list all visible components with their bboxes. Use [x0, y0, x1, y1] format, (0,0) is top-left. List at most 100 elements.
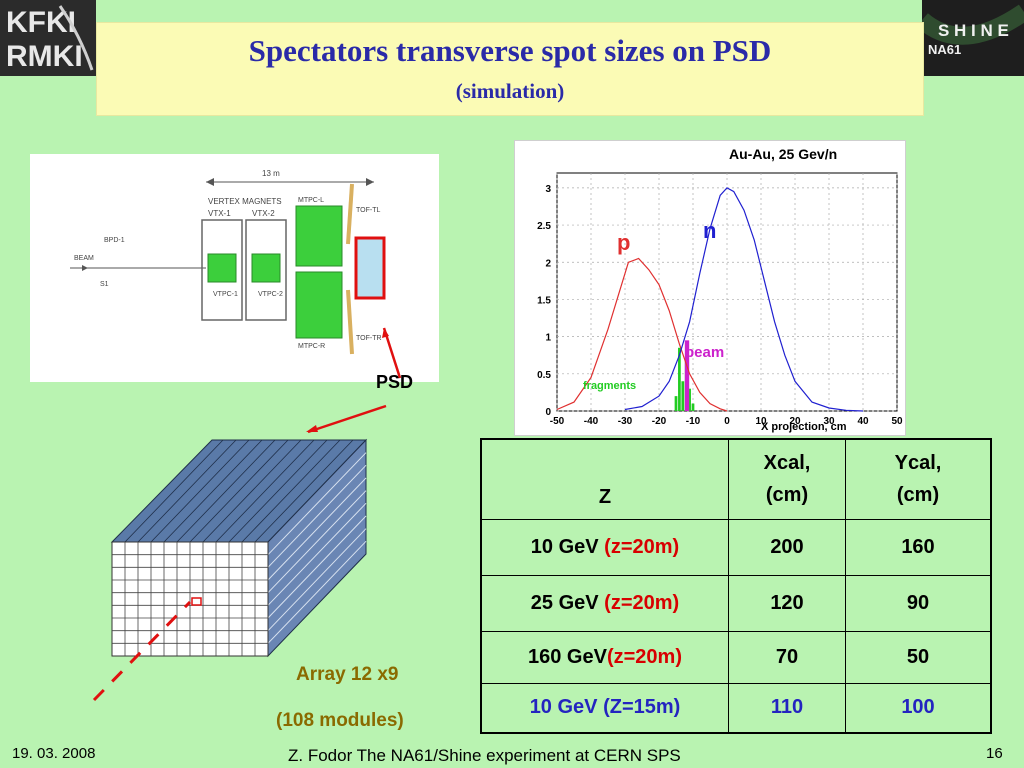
- footer-date: 19. 03. 2008: [12, 745, 96, 762]
- header-z: Z: [480, 438, 729, 520]
- table-header-row: Z Xcal, (cm) Ycal, (cm): [480, 438, 992, 520]
- footer-page-number: 16: [986, 745, 1003, 762]
- beam-spot-module: [191, 597, 202, 606]
- tof-tl-label: TOF-TL: [356, 207, 380, 214]
- row-energy: 10 GeV: [530, 535, 605, 558]
- plot-canvas: -50 -40 -30 -20 -10 0 10 20 30 40 5000.511.522.53 …: [537, 146, 903, 433]
- na61-detector-diagram: 13 m VERTEX MAGNETS VTX-1 VTX-2 MTPC-L M…: [30, 154, 439, 382]
- header-ycal-line1: Ycal,: [894, 452, 942, 475]
- psd-box: [354, 236, 386, 300]
- header-xcal: Xcal, (cm): [728, 438, 846, 520]
- slide-subtitle: (simulation): [455, 79, 565, 103]
- header-xcal-line1: Xcal,: [763, 452, 811, 475]
- spot-size-table: Z Xcal, (cm) Ycal, (cm) 10 GeV (z=20m) 2…: [480, 438, 992, 734]
- vtpc1-label: VTPC-1: [213, 291, 238, 298]
- beam-bar: [684, 340, 690, 411]
- fragments-bar: [678, 347, 681, 411]
- bpd1-label: BPD-1: [104, 237, 125, 244]
- y-tick-label: 1.5: [537, 295, 551, 306]
- row-z: (z=20m): [606, 645, 682, 668]
- row-energy: 25 GeV: [530, 591, 605, 614]
- row-z: (z=20m): [604, 535, 680, 558]
- beam-annotation: beam: [685, 344, 724, 361]
- logo-right-top-text: S H I N E: [938, 21, 1009, 40]
- row-energy: 160 GeV: [528, 645, 607, 668]
- mtpc-l-label: MTPC-L: [298, 197, 324, 204]
- x-tick-label: -30: [618, 416, 633, 427]
- y-tick-label: 2: [545, 258, 551, 269]
- p-annotation: p: [617, 230, 630, 255]
- shine-na61-logo: S H I N E NA61: [916, 0, 1024, 76]
- row-ycal: 100: [845, 682, 992, 734]
- fragments-bar: [688, 388, 691, 411]
- y-tick-label: 3: [545, 184, 551, 195]
- row-z: (z=20m): [604, 591, 680, 614]
- x-tick-label: -50: [550, 416, 565, 427]
- table-row: 160 GeV(z=20m) 70 50: [480, 630, 992, 684]
- x-tick-label: 0: [724, 416, 730, 427]
- y-tick-label: 2.5: [537, 221, 551, 232]
- header-xcal-line2: (cm): [765, 484, 809, 507]
- module-count-label: (108 modules): [276, 710, 404, 731]
- x-tick-label: 50: [891, 416, 903, 427]
- table-row: 25 GeV (z=20m) 120 90: [480, 574, 992, 632]
- psd-label: PSD: [376, 372, 414, 392]
- vtx1-label: VTX-1: [208, 209, 231, 218]
- y-tick-label: 1: [545, 333, 551, 344]
- length-label: 13 m: [262, 169, 280, 178]
- x-tick-label: 40: [857, 416, 869, 427]
- logo-left-top-text: KFKI: [6, 6, 76, 39]
- y-tick-label: 0: [545, 407, 551, 418]
- beam-label: BEAM: [74, 255, 94, 262]
- tof-tr-label: TOF-TR: [356, 335, 382, 342]
- y-tick-label: 0.5: [537, 370, 551, 381]
- table-row: 10 GeV (z=20m) 200 160: [480, 518, 992, 576]
- table-row: 10 GeV (Z=15m) 110 100: [480, 682, 992, 734]
- array-size-label: Array 12 x9: [296, 664, 399, 685]
- row-xcal: 110: [728, 682, 846, 734]
- slide-title: Spectators transverse spot sizes on PSD: [248, 33, 772, 68]
- x-tick-label: -40: [584, 416, 599, 427]
- vertex-magnets-label: VERTEX MAGNETS: [208, 197, 282, 206]
- x-tick-label: 20: [789, 416, 801, 427]
- row-ycal: 90: [845, 574, 992, 632]
- row-energy-cell: 160 GeV(z=20m): [480, 630, 729, 684]
- fragments-bar: [681, 381, 685, 411]
- row-xcal: 120: [728, 574, 846, 632]
- row-xcal: 200: [728, 518, 846, 576]
- x-tick-label: 10: [755, 416, 767, 427]
- mtpc-r-label: MTPC-R: [298, 343, 325, 350]
- row-ycal: 160: [845, 518, 992, 576]
- x-tick-label: -10: [686, 416, 701, 427]
- chart-title: Au-Au, 25 Gev/n: [729, 146, 837, 162]
- title-box: Spectators transverse spot sizes on PSD …: [96, 22, 924, 116]
- psd-arrows: [306, 327, 402, 434]
- vtx2-label: VTX-2: [252, 209, 275, 218]
- kfki-rmki-logo: KFKI RMKI: [0, 0, 96, 76]
- s1-label: S1: [100, 281, 109, 288]
- vtpc2-label: VTPC-2: [258, 291, 283, 298]
- row-energy-cell: 25 GeV (z=20m): [480, 574, 729, 632]
- p-series-line: [556, 257, 728, 412]
- x-tick-label: -20: [652, 416, 667, 427]
- row-ycal: 50: [845, 630, 992, 684]
- fragments-bar: [691, 403, 695, 411]
- logo-left-bottom-text: RMKI: [6, 40, 83, 73]
- beam-axis-line: [92, 600, 192, 702]
- n-series-line: [624, 187, 864, 412]
- n-annotation: n: [703, 218, 716, 243]
- row-energy: 10 GeV (Z=15m): [529, 696, 681, 719]
- fragments-bar: [674, 396, 678, 411]
- chart-xlabel: X projection, cm: [761, 421, 847, 433]
- footer-title: Z. Fodor The NA61/Shine experiment at CE…: [288, 746, 681, 765]
- psd-module-array: [92, 438, 368, 702]
- x-tick-label: 30: [823, 416, 835, 427]
- fragments-annotation: fragments: [583, 380, 636, 392]
- row-energy-cell: 10 GeV (Z=15m): [480, 682, 729, 734]
- row-xcal: 70: [728, 630, 846, 684]
- header-ycal: Ycal, (cm): [845, 438, 992, 520]
- row-energy-cell: 10 GeV (z=20m): [480, 518, 729, 576]
- x-projection-plot: -50 -40 -30 -20 -10 0 10 20 30 40 50 0 0.5 1 1.5 2 2.5 3 …: [514, 140, 906, 436]
- header-ycal-line2: (cm): [896, 484, 940, 507]
- logo-right-bottom-text: NA61: [928, 42, 961, 57]
